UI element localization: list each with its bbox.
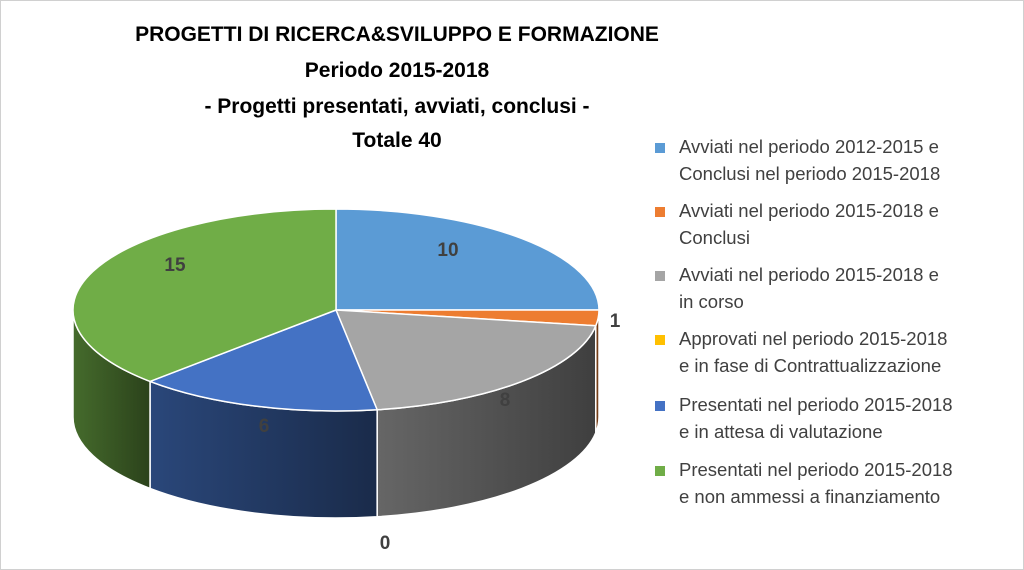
legend-text-3: Approvati nel periodo 2015-2018 e in fas…: [679, 325, 1021, 379]
legend-line: in corso: [679, 291, 744, 312]
pie-slice-0: [335, 208, 600, 311]
chart-title-line-4: Totale 40: [352, 129, 442, 152]
data-label-4: 6: [259, 416, 270, 437]
legend-swatch-3: [655, 335, 665, 345]
data-label-3: 0: [380, 533, 391, 554]
legend-swatch-0: [655, 143, 665, 153]
chart-title-line-2: Periodo 2015-2018: [304, 59, 490, 82]
pie-slice-2: [335, 309, 597, 411]
pie-tops: [72, 208, 600, 412]
data-label-1: 1: [610, 311, 621, 332]
data-label-0: 10: [437, 240, 458, 261]
data-label-2: 8: [500, 390, 511, 411]
legend-line: Presentati nel periodo 2015-2018: [679, 459, 953, 480]
pie-data-labels: 10 1 8 0 6 15: [164, 240, 620, 554]
legend-text-1: Avviati nel periodo 2015-2018 e Conclusi: [679, 197, 1021, 251]
legend-text-0: Avviati nel periodo 2012-2015 e Conclusi…: [679, 133, 1021, 187]
legend-line: Avviati nel periodo 2012-2015 e: [679, 136, 939, 157]
legend-line: e in fase di Contrattualizzazione: [679, 355, 942, 376]
legend-line: Presentati nel periodo 2015-2018: [679, 394, 953, 415]
legend-text-4: Presentati nel periodo 2015-2018 e in at…: [679, 391, 1021, 445]
legend-line: Avviati nel periodo 2015-2018 e: [679, 200, 939, 221]
data-label-5: 15: [164, 255, 186, 276]
legend-swatch-2: [655, 271, 665, 281]
legend-line: Approvati nel periodo 2015-2018: [679, 328, 948, 349]
legend-swatch-4: [655, 401, 665, 411]
legend-line: e in attesa di valutazione: [679, 421, 883, 442]
legend-text-2: Avviati nel periodo 2015-2018 e in corso: [679, 261, 1021, 315]
pie-slice-5: [72, 208, 337, 383]
legend-text-5: Presentati nel periodo 2015-2018 e non a…: [679, 456, 1021, 510]
legend-line: e non ammessi a finanziamento: [679, 486, 941, 507]
chart-title-line-3: - Progetti presentati, avviati, conclusi…: [204, 95, 590, 118]
pie-slice-4: [149, 309, 378, 412]
chart-title-line-1: PROGETTI DI RICERCA&SVILUPPO E FORMAZION…: [135, 23, 659, 46]
legend-line: Avviati nel periodo 2015-2018 e: [679, 264, 939, 285]
legend-line: Conclusi: [679, 227, 750, 248]
legend-swatch-1: [655, 207, 665, 217]
legend-swatch-5: [655, 466, 665, 476]
legend-line: Conclusi nel periodo 2015-2018: [679, 163, 941, 184]
